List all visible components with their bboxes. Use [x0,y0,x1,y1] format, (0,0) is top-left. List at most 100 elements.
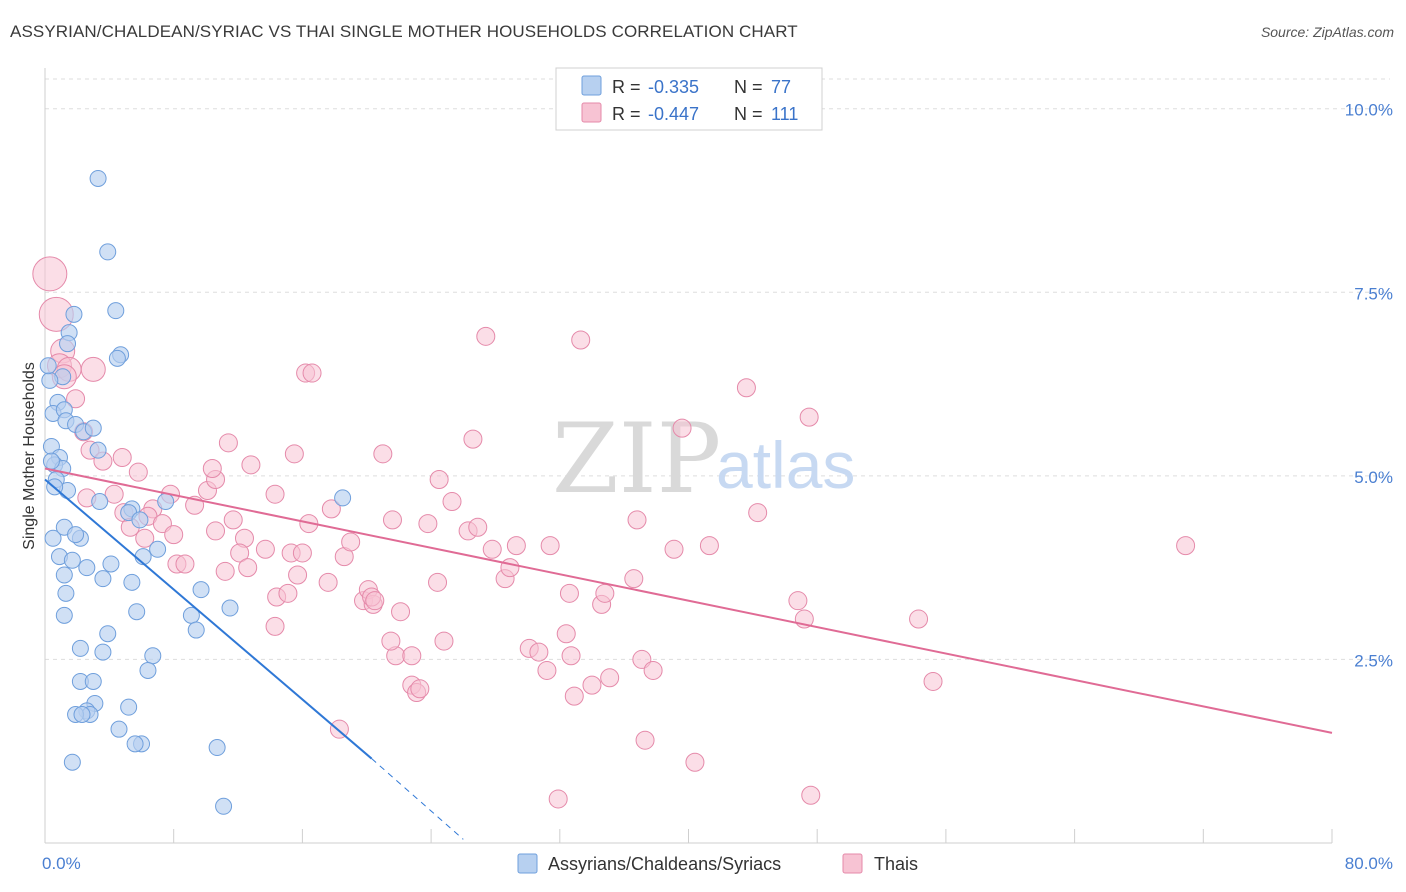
thai-point [218,433,238,453]
assyrian-point [107,302,125,320]
thai-point [288,565,308,585]
thai-point [482,539,502,559]
thai-point [391,602,411,622]
bottom-legend-assyrians: Assyrians/Chaldeans/Syriacs [548,854,781,874]
legend-blue-swatch [581,75,602,96]
thai-point [318,572,338,592]
thai-point [238,558,258,578]
thai-point [265,484,285,504]
thai-point [801,785,821,805]
assyrian-point [221,599,239,617]
assyrian-point [73,706,91,723]
thai-point [382,510,402,530]
assyrian-point [99,625,117,643]
thai-point [500,558,520,578]
thai-point [736,378,756,398]
thai-point [80,356,106,382]
watermark-zip: ZIP [552,403,721,515]
thai-point [429,470,449,490]
thai-point [428,572,448,592]
thai-point [788,591,808,611]
thai-point [202,459,222,479]
bottom-legend: Assyrians/Chaldeans/Syriacs Thais [517,853,918,874]
thai-point [1176,536,1196,556]
thai-point [564,686,584,706]
assyrian-point [149,540,167,558]
axes [44,68,1333,844]
assyrian-point [42,452,60,470]
thai-point [104,484,124,504]
assyrian-point [99,243,117,261]
bottom-legend-thais: Thais [874,854,918,874]
thai-point [635,730,655,750]
assyrian-point [89,169,107,187]
assyrian-point [208,739,226,757]
assyrian-point [41,371,59,389]
assyrian-point [55,606,73,624]
assyrian-point [91,493,109,511]
thai-point [537,660,557,680]
thai-point [341,532,361,552]
legend-n-label-2: N = [734,104,763,124]
trend-lines [44,467,1333,840]
y-tick-label: 5.0% [1354,468,1393,487]
thai-point [278,583,298,603]
thai-point [410,679,430,699]
assyrian-points [39,169,352,815]
assyrian-point [144,647,162,665]
assyrian-point [139,661,157,679]
thai-point [559,583,579,603]
source-label: Source: ZipAtlas.com [1260,24,1394,40]
thai-point [206,521,226,541]
thai-point [699,536,719,556]
thai-point [595,583,615,603]
thai-point [600,668,620,688]
assyrian-point [126,735,144,753]
assyrian-point [59,335,77,353]
legend-box: R = -0.335 N = 77 R = -0.447 N = 111 [555,67,823,131]
thai-points [32,256,1196,809]
legend-n-value-2: 111 [771,104,798,124]
thai-point [381,631,401,651]
thai-point [241,455,261,475]
assyrian-point [63,551,81,569]
y-tick-label: 7.5% [1354,284,1393,303]
y-tick-label: 10.0% [1345,101,1393,120]
thai-trend-line [44,467,1333,734]
thai-point [255,539,275,559]
thai-point [223,510,243,530]
assyrian-point [108,349,126,367]
thai-point [292,543,312,563]
thai-point [627,510,647,530]
assyrian-point [78,559,96,577]
legend-r-value-2: -0.447 [648,104,699,124]
assyrian-point [123,573,141,591]
assyrian-point [334,489,352,507]
watermark-atlas: atlas [716,428,855,502]
chart-title: ASSYRIAN/CHALDEAN/SYRIAC VS THAI SINGLE … [10,22,798,41]
thai-point [468,517,488,537]
thai-point [582,675,602,695]
assyrian-point [67,526,85,544]
assyrian-point [84,672,102,690]
assyrian-trend-line [44,478,373,760]
assyrian-point [131,511,149,529]
thai-point [556,624,576,644]
thai-point [624,569,644,589]
thai-point [463,429,483,449]
thai-point [284,444,304,464]
bottom-legend-blue-swatch [517,853,538,874]
thai-point [135,528,155,548]
thai-point [664,539,684,559]
legend-r-label-1: R = [612,77,641,97]
assyrian-point [71,639,89,657]
assyrian-point [157,493,175,511]
assyrian-trend-extension [371,758,464,840]
assyrian-point [44,529,62,547]
assyrian-point [94,570,112,588]
assyrian-point [192,581,210,599]
legend-pink-swatch [581,102,602,123]
thai-point [365,591,385,611]
thai-point [672,418,692,438]
